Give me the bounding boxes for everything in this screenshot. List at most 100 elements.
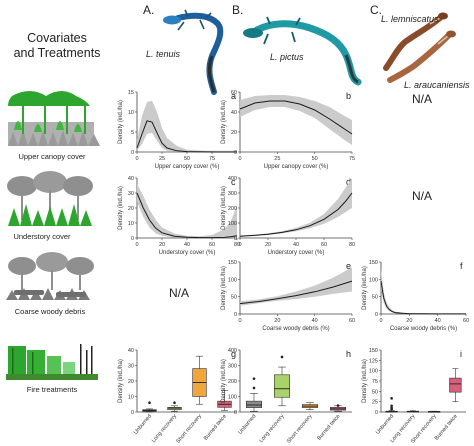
category-label: Long recovery: [151, 413, 178, 444]
panel-letter: b: [346, 91, 351, 101]
panel-letter: g: [231, 349, 236, 359]
y-tick-label: 40: [128, 348, 134, 354]
x-tick-label: 0: [238, 242, 241, 248]
y-axis-label: Density (ind./ha): [118, 186, 124, 230]
outlier-point: [390, 404, 393, 408]
x-tick-label: 40: [312, 318, 318, 324]
y-axis-label: Density (ind./ha): [362, 266, 368, 310]
y-tick-label: 15: [128, 90, 134, 96]
confidence-band: [137, 100, 237, 152]
category-label: Unburned: [237, 413, 257, 435]
y-tick-label: 0: [131, 236, 134, 242]
y-tick-label: 200: [228, 206, 237, 212]
y-axis-label: Density (ind./ha): [221, 359, 227, 403]
y-tick-label: 400: [228, 176, 237, 182]
species-label-tenuis: L. tenuis: [146, 49, 181, 59]
category-label: Short recovery: [286, 413, 314, 444]
category-label: Burned twice: [316, 413, 341, 441]
y-tick-label: 0: [234, 150, 237, 156]
fitted-curve: [380, 281, 466, 315]
confidence-band: [240, 178, 352, 237]
row-label-fire: Fire treatments: [27, 385, 78, 394]
y-axis-label: Density (ind./ha): [362, 359, 368, 403]
x-tick-label: 60: [463, 318, 469, 324]
x-axis-label: Coarse woody debris (%): [390, 326, 457, 332]
y-tick-label: 75: [372, 379, 378, 385]
y-tick-label: 40: [128, 176, 134, 182]
y-tick-label: 0: [131, 150, 134, 156]
x-tick-label: 50: [184, 156, 190, 162]
x-axis-label: Coarse woody debris (%): [262, 326, 329, 332]
fitted-curve: [136, 120, 237, 153]
box-unburned: [246, 400, 263, 408]
y-tick-label: 125: [369, 358, 378, 364]
y-tick-label: 0: [131, 410, 134, 416]
y-tick-label: 20: [231, 130, 237, 136]
x-tick-label: 40: [184, 242, 190, 248]
y-tick-label: 150: [369, 348, 378, 354]
lizard-tenuis-illustration: [163, 9, 224, 95]
outlier-point: [390, 406, 393, 410]
fitted-curve: [239, 100, 353, 135]
y-tick-label: 0: [375, 312, 378, 318]
x-tick-label: 75: [209, 156, 215, 162]
x-tick-label: 40: [435, 318, 441, 324]
outlier-point: [173, 401, 176, 405]
na-label-a-woody-debris: N/A: [169, 286, 189, 300]
outlier-point: [336, 404, 340, 407]
x-tick-label: 0: [238, 318, 241, 324]
y-tick-label: 20: [128, 206, 134, 212]
x-tick-label: 25: [159, 156, 165, 162]
y-tick-label: 300: [228, 191, 237, 197]
y-tick-label: 50: [231, 295, 237, 301]
y-tick-label: 0: [234, 410, 237, 416]
y-tick-label: 400: [228, 348, 237, 354]
forest-illustration-understory: [7, 171, 93, 226]
y-tick-label: 100: [228, 395, 237, 401]
species-label-lemniscatus: L. lemniscatus: [381, 14, 439, 24]
forest-illustration-woody-debris: [6, 252, 94, 300]
panel-letter: i: [460, 349, 462, 359]
y-tick-label: 0: [234, 312, 237, 318]
category-label: Long recovery: [259, 413, 286, 444]
x-tick-label: 50: [312, 156, 318, 162]
forest-illustration-fire: [6, 344, 98, 380]
panel-letter: c: [231, 177, 236, 187]
x-tick-label: 0: [135, 242, 138, 248]
x-tick-label: 0: [135, 156, 138, 162]
panel-g: 0 10 20 30 40 Density (ind./ha) g UnburnedLong …: [118, 348, 237, 445]
fitted-curve: [239, 280, 353, 305]
panel-c: 0 10 20 30 40 Density (ind./ha) c 0 20 40 60 80 Unde…: [118, 176, 240, 256]
panel-b: 0 20 40 60 Density (ind./ha) b 0 25 50 75 Upper ca…: [221, 90, 355, 170]
category-label: Short recovery: [175, 413, 203, 444]
row-label-upper-canopy: Upper canopy cover: [18, 152, 86, 161]
panel-letter: f: [460, 261, 463, 271]
confidence-band: [137, 184, 237, 238]
y-tick-label: 50: [372, 295, 378, 301]
x-axis-label: Upper canopy cover (%): [155, 164, 220, 170]
x-tick-label: 20: [265, 242, 271, 248]
x-tick-label: 0: [379, 318, 382, 324]
y-axis-label: Density (ind./ha): [221, 186, 227, 230]
na-label-c-understory: N/A: [412, 189, 432, 203]
outlier-point: [390, 397, 393, 400]
x-tick-label: 60: [209, 242, 215, 248]
row-label-woody-debris: Coarse woody debris: [15, 307, 86, 316]
column-letter-c: C.: [370, 3, 382, 17]
box-burned-twice: [449, 377, 462, 393]
species-label-pictus: L. pictus: [270, 52, 304, 62]
panel-letter: d: [346, 177, 351, 187]
panel-a: 0 5 10 15 Density (ind./ha) a 0 25 50 75 Upper can…: [118, 90, 237, 170]
x-tick-label: 60: [349, 318, 355, 324]
y-tick-label: 100: [369, 277, 378, 283]
na-label-c-canopy: N/A: [412, 92, 432, 106]
x-axis-label: Understory cover (%): [268, 250, 325, 256]
category-label: Burned twice: [434, 413, 459, 441]
forest-illustration-upper-canopy: [8, 91, 100, 146]
y-axis-label: Density (ind./ha): [221, 100, 227, 144]
fitted-curve: [136, 192, 238, 239]
y-axis-label: Density (ind./ha): [118, 100, 124, 144]
